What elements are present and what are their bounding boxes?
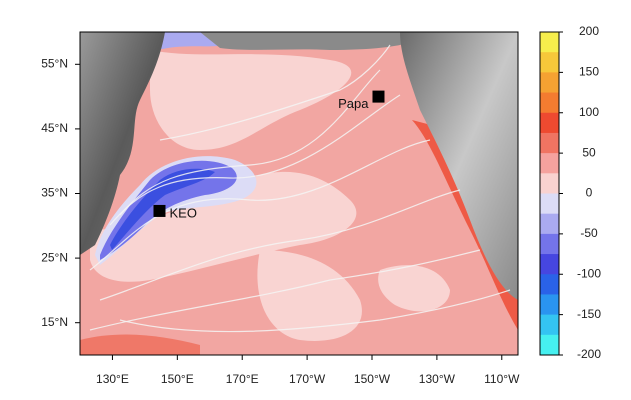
colorbar-bin — [540, 52, 559, 73]
colorbar-tick-label: 100 — [579, 105, 599, 119]
colorbar-bin — [540, 173, 559, 194]
station-marker — [153, 204, 166, 217]
colorbar-tick-label: 0 — [586, 186, 593, 200]
colorbar-bin — [540, 112, 559, 134]
map-area — [80, 32, 518, 355]
colorbar-tick-label: -100 — [577, 266, 601, 280]
colorbar-bin — [540, 132, 559, 154]
light-region — [90, 171, 357, 282]
colorbar-bin — [540, 213, 559, 235]
station-label: KEO — [169, 205, 196, 220]
land-asia — [80, 32, 165, 255]
y-tick-label: 55°N — [41, 56, 68, 70]
colorbar-bin — [540, 334, 559, 356]
contour-line — [119, 69, 381, 216]
cool-region — [110, 168, 215, 250]
contour-line — [119, 289, 511, 333]
colorbar-bin — [540, 294, 559, 316]
colorbar-tick-label: -200 — [577, 347, 601, 361]
y-tick-label: 15°N — [41, 315, 68, 329]
light-region — [150, 50, 352, 150]
x-tick-label: 150°E — [161, 372, 194, 386]
y-tick-label: 45°N — [41, 121, 68, 135]
light-region — [378, 265, 450, 312]
x-tick-label: 130°E — [96, 372, 129, 386]
station-label: Papa — [338, 96, 369, 111]
y-tick-label: 25°N — [41, 250, 68, 264]
x-tick-label: 130°W — [419, 372, 456, 386]
x-tick-label: 170°E — [226, 372, 259, 386]
station-marker — [372, 90, 385, 103]
x-tick-label: 150°W — [354, 372, 391, 386]
colorbar-bin — [540, 92, 559, 114]
colorbar-bin — [540, 32, 559, 53]
colorbar-bin — [540, 153, 559, 174]
contour-line — [99, 189, 461, 301]
contour-line — [89, 249, 481, 331]
x-tick-label: 170°W — [289, 372, 326, 386]
land-america — [400, 32, 518, 300]
colorbar-bin — [540, 72, 559, 94]
light-region — [257, 250, 362, 341]
x-tick-label: 110°W — [484, 372, 520, 386]
colorbar-bin — [540, 314, 559, 336]
colorbar-tick-label: 200 — [579, 24, 599, 38]
contour-line — [89, 139, 431, 271]
land-alaska — [200, 32, 430, 50]
colorbar-bin — [540, 274, 559, 295]
colorbar-tick-label: 150 — [579, 65, 599, 79]
colorbar-bin — [540, 254, 559, 275]
warm-region — [80, 334, 200, 355]
colorbar-tick-label: -50 — [580, 226, 598, 240]
colorbar-tick-label: 50 — [582, 145, 596, 159]
contour-line — [159, 44, 391, 141]
colorbar-tick-label: -150 — [577, 307, 601, 321]
contour-line — [109, 94, 401, 226]
colorbar-bin — [540, 233, 559, 255]
y-tick-label: 35°N — [41, 186, 68, 200]
cool-region — [100, 160, 237, 260]
colorbar-bin — [540, 193, 559, 215]
